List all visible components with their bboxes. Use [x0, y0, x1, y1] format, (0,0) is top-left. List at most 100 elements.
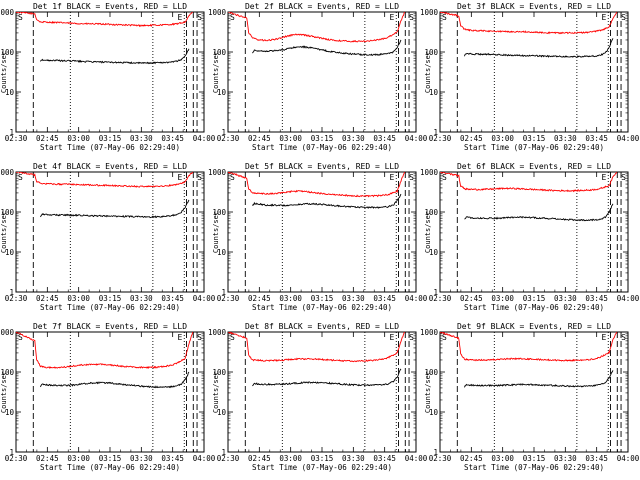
lld-series-line [228, 172, 406, 198]
y-tick-label: 1 [221, 128, 226, 137]
x-tick-label: 04:00 [617, 454, 640, 463]
x-tick-label: 04:00 [405, 294, 428, 303]
y-tick-label: 10 [217, 408, 227, 417]
y-axis-label: Counts/sec [212, 51, 220, 93]
start-marker-label-2: S [197, 173, 202, 182]
y-tick-label: 1000 [0, 328, 14, 337]
start-marker-label-2: S [409, 13, 414, 22]
end-marker-label: E [602, 173, 607, 182]
x-tick-label: 03:00 [67, 294, 90, 303]
x-tick-label: 03:00 [491, 294, 514, 303]
detector-panel-3: Det 3f BLACK = Events, RED = LLD 1 10 100 10… [420, 2, 640, 152]
panel-title: Det 8f BLACK = Events, RED = LLD [245, 322, 399, 331]
y-tick-label: 1000 [0, 168, 14, 177]
y-tick-label: 10 [429, 408, 439, 417]
lld-series-line [16, 172, 194, 188]
y-tick-label: 10 [217, 88, 227, 97]
y-tick-label: 100 [0, 48, 14, 57]
end-marker-label: E [178, 333, 183, 342]
y-tick-label: 1000 [420, 168, 439, 177]
x-tick-label: 02:30 [217, 134, 240, 143]
y-axis-label: Counts/sec [424, 211, 432, 253]
y-tick-label: 100 [212, 368, 226, 377]
x-tick-label: 03:45 [161, 454, 184, 463]
x-tick-label: 03:45 [373, 134, 396, 143]
x-tick-label: 04:00 [405, 134, 428, 143]
y-tick-label: 100 [0, 208, 14, 217]
y-tick-label: 1 [433, 128, 438, 137]
events-series-line [464, 203, 614, 222]
y-tick-label: 1 [221, 448, 226, 457]
x-tick-label: 02:45 [460, 454, 483, 463]
lld-series-line [16, 12, 193, 28]
x-tick-label: 04:00 [193, 454, 216, 463]
panel-title: Det 3f BLACK = Events, RED = LLD [457, 2, 611, 11]
panel-title: Det 4f BLACK = Events, RED = LLD [33, 162, 187, 171]
x-tick-label: 03:00 [491, 134, 514, 143]
start-marker-label-2: S [621, 333, 626, 342]
y-tick-label: 10 [429, 248, 439, 257]
start-marker-label-2: S [409, 333, 414, 342]
y-tick-label: 1000 [0, 8, 14, 17]
x-tick-label: 03:00 [279, 294, 302, 303]
y-tick-label: 10 [217, 248, 227, 257]
plot-frame [15, 331, 205, 453]
x-tick-label: 03:30 [342, 454, 365, 463]
y-tick-label: 100 [424, 368, 438, 377]
x-tick-label: 02:45 [36, 454, 59, 463]
y-tick-label: 100 [424, 48, 438, 57]
x-tick-label: 03:15 [523, 134, 546, 143]
start-marker-label: S [18, 333, 23, 342]
y-tick-label: 100 [212, 48, 226, 57]
x-tick-label: 02:45 [248, 454, 271, 463]
x-tick-label: 03:45 [161, 134, 184, 143]
start-marker-label: S [230, 13, 235, 22]
y-tick-label: 100 [212, 208, 226, 217]
lld-series-line [16, 332, 194, 369]
x-tick-label: 03:15 [311, 454, 334, 463]
end-marker-label: E [178, 173, 183, 182]
x-axis-label: Start Time (07-May-06 02:29:40) [252, 143, 392, 152]
start-marker-label: S [230, 333, 235, 342]
plot-frame [15, 171, 205, 293]
events-series-line [252, 193, 402, 209]
plot-frame [227, 331, 417, 453]
x-tick-label: 04:00 [617, 294, 640, 303]
x-axis-label: Start Time (07-May-06 02:29:40) [40, 143, 180, 152]
end-marker-label: E [602, 333, 607, 342]
x-tick-label: 03:00 [491, 454, 514, 463]
x-tick-label: 03:30 [130, 454, 153, 463]
x-tick-label: 03:15 [99, 454, 122, 463]
y-tick-label: 10 [5, 408, 15, 417]
events-series-line [40, 199, 190, 219]
y-tick-label: 1000 [208, 328, 227, 337]
plot-frame [227, 171, 417, 293]
y-tick-label: 1000 [208, 8, 227, 17]
lld-series-line [440, 332, 618, 362]
detector-panel-4: Det 4f BLACK = Events, RED = LLD 1 10 100 10… [0, 162, 216, 312]
x-axis-label: Start Time (07-May-06 02:29:40) [464, 303, 604, 312]
detector-panel-2: Det 2f BLACK = Events, RED = LLD 1 10 100 10… [208, 2, 428, 152]
lld-series-line [228, 332, 406, 363]
x-tick-label: 03:30 [342, 294, 365, 303]
x-tick-label: 03:15 [523, 294, 546, 303]
x-tick-label: 02:30 [217, 294, 240, 303]
x-tick-label: 02:45 [36, 294, 59, 303]
x-axis-label: Start Time (07-May-06 02:29:40) [464, 463, 604, 472]
detector-panel-1: Det 1f BLACK = Events, RED = LLD 1 10 100 10… [0, 2, 216, 152]
detector-panel-5: Det 5f BLACK = Events, RED = LLD 1 10 100 10… [208, 162, 428, 312]
y-axis-label: Counts/sec [0, 51, 8, 93]
x-tick-label: 03:30 [554, 454, 577, 463]
plot-frame [439, 331, 629, 453]
lld-series-line [228, 12, 406, 43]
x-tick-label: 03:30 [130, 134, 153, 143]
start-marker-label-2: S [197, 13, 202, 22]
y-tick-label: 10 [5, 248, 15, 257]
y-tick-label: 1000 [208, 168, 227, 177]
y-tick-label: 1 [433, 288, 438, 297]
x-tick-label: 02:45 [36, 134, 59, 143]
x-tick-label: 02:30 [429, 134, 452, 143]
panel-title: Det 1f BLACK = Events, RED = LLD [33, 2, 187, 11]
end-marker-label: E [602, 13, 607, 22]
x-tick-label: 03:15 [311, 294, 334, 303]
